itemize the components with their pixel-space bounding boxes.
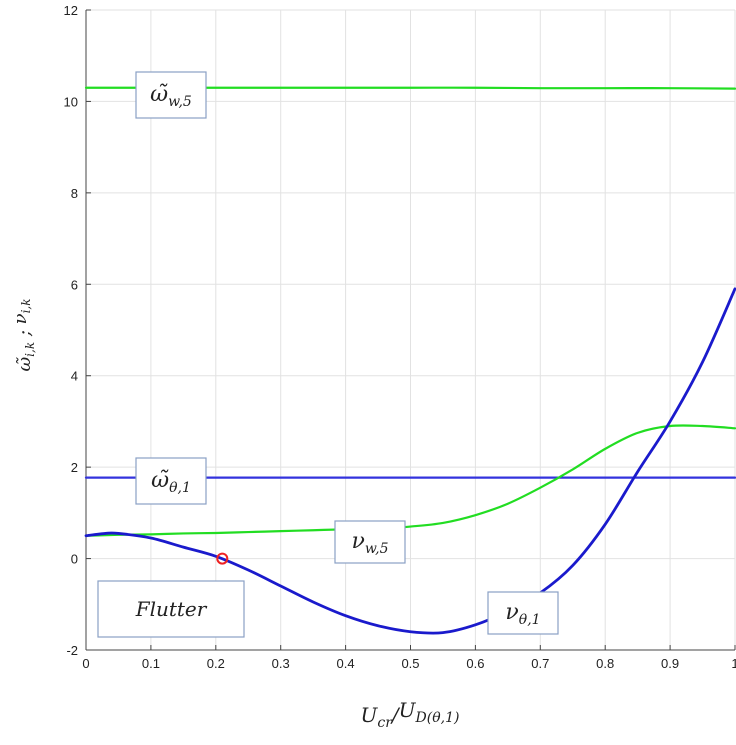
x-tick-label: 0.6 xyxy=(466,656,484,671)
x-tick-label: 0.5 xyxy=(401,656,419,671)
x-axis-title: Ucr/UD(θ,1) xyxy=(361,698,460,731)
label-omega-w5-text: ω̃w,5 xyxy=(150,82,192,110)
y-tick-label: 2 xyxy=(71,460,78,475)
y-tick-label: 0 xyxy=(71,552,78,567)
y-tick-label: 6 xyxy=(71,277,78,292)
label-omega-theta1: ω̃θ,1 xyxy=(135,457,207,505)
label-flutter: Flutter xyxy=(97,580,245,638)
label-omega-theta1-box xyxy=(135,457,207,505)
axis-labels: 0 0.1 0.2 0.3 0.4 0.5 0.6 0.7 0.8 0.9 1 -2 0 2 4 6 8 10 12… xyxy=(10,3,736,731)
x-tick-label: 1 xyxy=(731,656,736,671)
y-tick-label: 8 xyxy=(71,186,78,201)
x-tick-label: 0.2 xyxy=(207,656,225,671)
x-tick-label: 0 xyxy=(82,656,89,671)
annotations: ω̃w,5 ω̃θ,1 νw,5 νθ,1 Flutter xyxy=(97,71,559,638)
label-nu-w5-box xyxy=(334,520,406,564)
label-nu-theta1: νθ,1 xyxy=(487,591,559,635)
y-tick-label: 12 xyxy=(64,3,78,18)
axes xyxy=(85,9,736,651)
x-tick-label: 0.9 xyxy=(661,656,679,671)
x-tick-label: 0.7 xyxy=(531,656,549,671)
label-flutter-text: Flutter xyxy=(135,597,208,621)
label-nu-w5-text: νw,5 xyxy=(351,529,388,557)
flutter-point-marker xyxy=(216,552,229,565)
x-tick-label: 0.3 xyxy=(272,656,290,671)
y-axis-title: ω̃i,k ; νi,k xyxy=(10,298,37,371)
series-nu-w5 xyxy=(84,424,736,537)
y-tick-label: 10 xyxy=(64,94,78,109)
x-tick-label: 0.8 xyxy=(596,656,614,671)
marker-layer xyxy=(216,552,229,565)
y-tick-label: -2 xyxy=(66,643,78,658)
x-tick-label: 0.4 xyxy=(337,656,355,671)
label-flutter-box xyxy=(97,580,245,638)
x-tick-label: 0.1 xyxy=(142,656,160,671)
label-nu-theta1-box xyxy=(487,591,559,635)
label-omega-w5: ω̃w,5 xyxy=(135,71,207,119)
label-omega-theta1-text: ω̃θ,1 xyxy=(151,468,191,496)
label-nu-theta1-text: νθ,1 xyxy=(505,600,540,628)
label-nu-w5: νw,5 xyxy=(334,520,406,564)
y-tick-label: 4 xyxy=(71,369,78,384)
label-omega-w5-box xyxy=(135,71,207,119)
series-nu-theta1 xyxy=(84,287,736,635)
